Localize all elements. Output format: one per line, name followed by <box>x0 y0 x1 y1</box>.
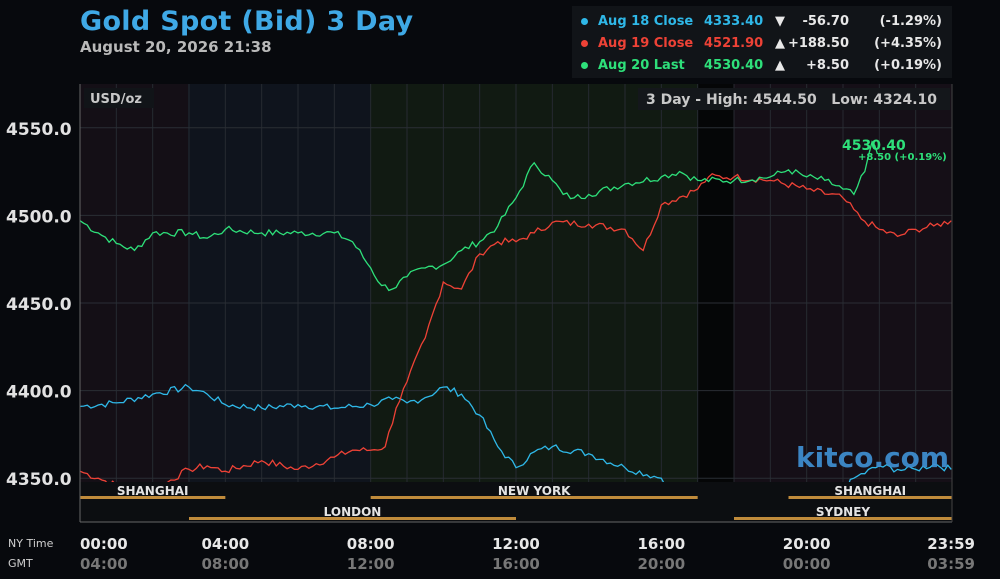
x-tick-label: 12:00 <box>347 555 395 573</box>
x-tick-label: 12:00 <box>492 535 540 553</box>
x-tick-label: 20:00 <box>783 535 831 553</box>
legend-dot-icon <box>581 40 588 47</box>
y-tick-label: 4400.0 <box>6 383 72 403</box>
kitco-watermark: kitco.com <box>796 441 949 474</box>
x-tick-label: 20:00 <box>637 555 685 573</box>
legend-change: +8.50 <box>806 58 849 73</box>
legend-label: Aug 19 Close <box>598 36 694 51</box>
legend-change: +188.50 <box>787 36 849 51</box>
legend-percent: (-1.29%) <box>879 14 942 29</box>
y-tick-label: 4500.0 <box>6 207 72 227</box>
price-legend: Aug 18 Close 4333.40 ▼ -56.70 (-1.29%) A… <box>572 6 952 78</box>
session-label: NEW YORK <box>498 484 571 498</box>
last-change-label: +8.50 (+0.19%) <box>858 152 947 163</box>
session-bar <box>788 496 952 499</box>
x-tick-label: 04:00 <box>201 535 249 553</box>
legend-dot-icon <box>581 62 588 69</box>
legend-value: 4333.40 <box>704 14 764 29</box>
session-label: LONDON <box>324 505 382 519</box>
session-bar <box>734 517 952 520</box>
up-arrow-icon: ▲ <box>775 36 785 51</box>
x-axis-row-label: NY Time <box>8 537 54 550</box>
up-arrow-icon: ▲ <box>775 58 785 73</box>
legend-label: Aug 20 Last <box>598 58 685 73</box>
unit-label: USD/oz <box>90 92 142 107</box>
y-tick-label: 4550.0 <box>6 120 72 140</box>
x-axis-row-label: GMT <box>8 557 33 570</box>
session-bar <box>370 496 698 499</box>
session-bar <box>189 517 516 520</box>
x-tick-label: 16:00 <box>492 555 540 573</box>
chart-title: Gold Spot (Bid) 3 Day <box>80 6 414 37</box>
session-label: SYDNEY <box>816 505 871 519</box>
range-box: 3 Day - High: 4544.50 Low: 4324.10 <box>646 92 937 108</box>
series-line-aug-19 <box>79 173 952 499</box>
legend-dot-icon <box>581 18 588 25</box>
legend-percent: (+4.35%) <box>874 36 942 51</box>
session-label: SHANGHAI <box>834 484 906 498</box>
series-line-aug-20 <box>79 140 879 292</box>
x-tick-label: 00:00 <box>783 555 831 573</box>
down-arrow-icon: ▼ <box>775 14 785 29</box>
x-tick-label: 16:00 <box>637 535 685 553</box>
x-tick-label: 00:00 <box>80 535 128 553</box>
legend-change: -56.70 <box>802 14 849 29</box>
x-tick-label: 08:00 <box>347 535 395 553</box>
legend-value: 4530.40 <box>704 58 764 73</box>
y-tick-label: 4450.0 <box>6 295 72 315</box>
session-bar <box>80 496 226 499</box>
x-tick-label: 04:00 <box>80 555 128 573</box>
x-tick-label: 23:59 <box>927 535 975 553</box>
y-tick-label: 4350.0 <box>6 470 72 490</box>
x-tick-label: 08:00 <box>201 555 249 573</box>
chart-date: August 20, 2026 21:38 <box>80 38 272 56</box>
last-price-label: 4530.40 <box>842 138 906 154</box>
session-label: SHANGHAI <box>117 484 189 498</box>
legend-label: Aug 18 Close <box>598 14 694 29</box>
legend-value: 4521.90 <box>704 36 764 51</box>
x-tick-label: 03:59 <box>927 555 975 573</box>
legend-percent: (+0.19%) <box>874 58 942 73</box>
